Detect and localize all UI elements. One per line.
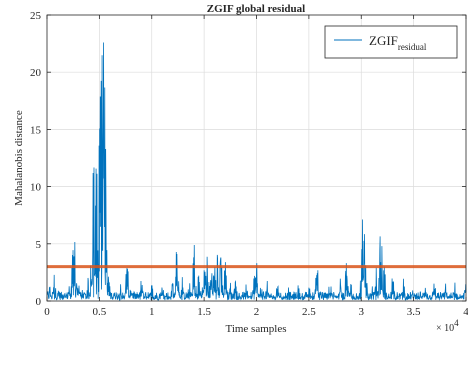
residual-series xyxy=(46,42,467,302)
legend-entry-residual: ZGIFresidual xyxy=(369,33,427,52)
x-tick-label: 0 xyxy=(44,306,50,318)
y-tick-label: 25 xyxy=(30,10,42,22)
y-tick-label: 0 xyxy=(36,296,42,308)
x-axis-label: Time samples xyxy=(225,323,286,335)
x-tick-label: 1 xyxy=(149,306,155,318)
y-tick-label: 5 xyxy=(36,239,42,251)
x-tick-label: 4 xyxy=(463,306,468,318)
grid-lines xyxy=(47,15,466,301)
legend-entry-main: ZGIF xyxy=(369,33,398,48)
legend: ZGIFresidual xyxy=(324,25,458,59)
y-tick-label: 20 xyxy=(30,67,42,79)
y-tick-label: 15 xyxy=(30,124,42,136)
x-tick-label: 3 xyxy=(359,306,365,318)
y-axis-label: Mahalanobis distance xyxy=(13,110,25,206)
x-tick-label: 2.5 xyxy=(302,306,316,318)
axis-ticks: 0 0.5 1 1.5 2 2.5 3 3.5 4 0 5 10 15 20 25 xyxy=(30,10,468,318)
residual-line xyxy=(46,42,467,302)
x-axis-exponent: × 104 xyxy=(436,318,459,334)
x-tick-label: 1.5 xyxy=(197,306,211,318)
x-axis-exponent-base: × 10 xyxy=(436,323,454,334)
x-axis-exponent-power: 4 xyxy=(454,318,459,328)
chart-title: ZGIF global residual xyxy=(207,3,305,15)
x-tick-label: 2 xyxy=(254,306,260,318)
legend-box xyxy=(324,25,458,59)
x-tick-label: 3.5 xyxy=(407,306,421,318)
x-tick-label: 0.5 xyxy=(93,306,107,318)
y-tick-label: 10 xyxy=(30,182,42,194)
legend-entry-subscript: residual xyxy=(398,42,427,52)
